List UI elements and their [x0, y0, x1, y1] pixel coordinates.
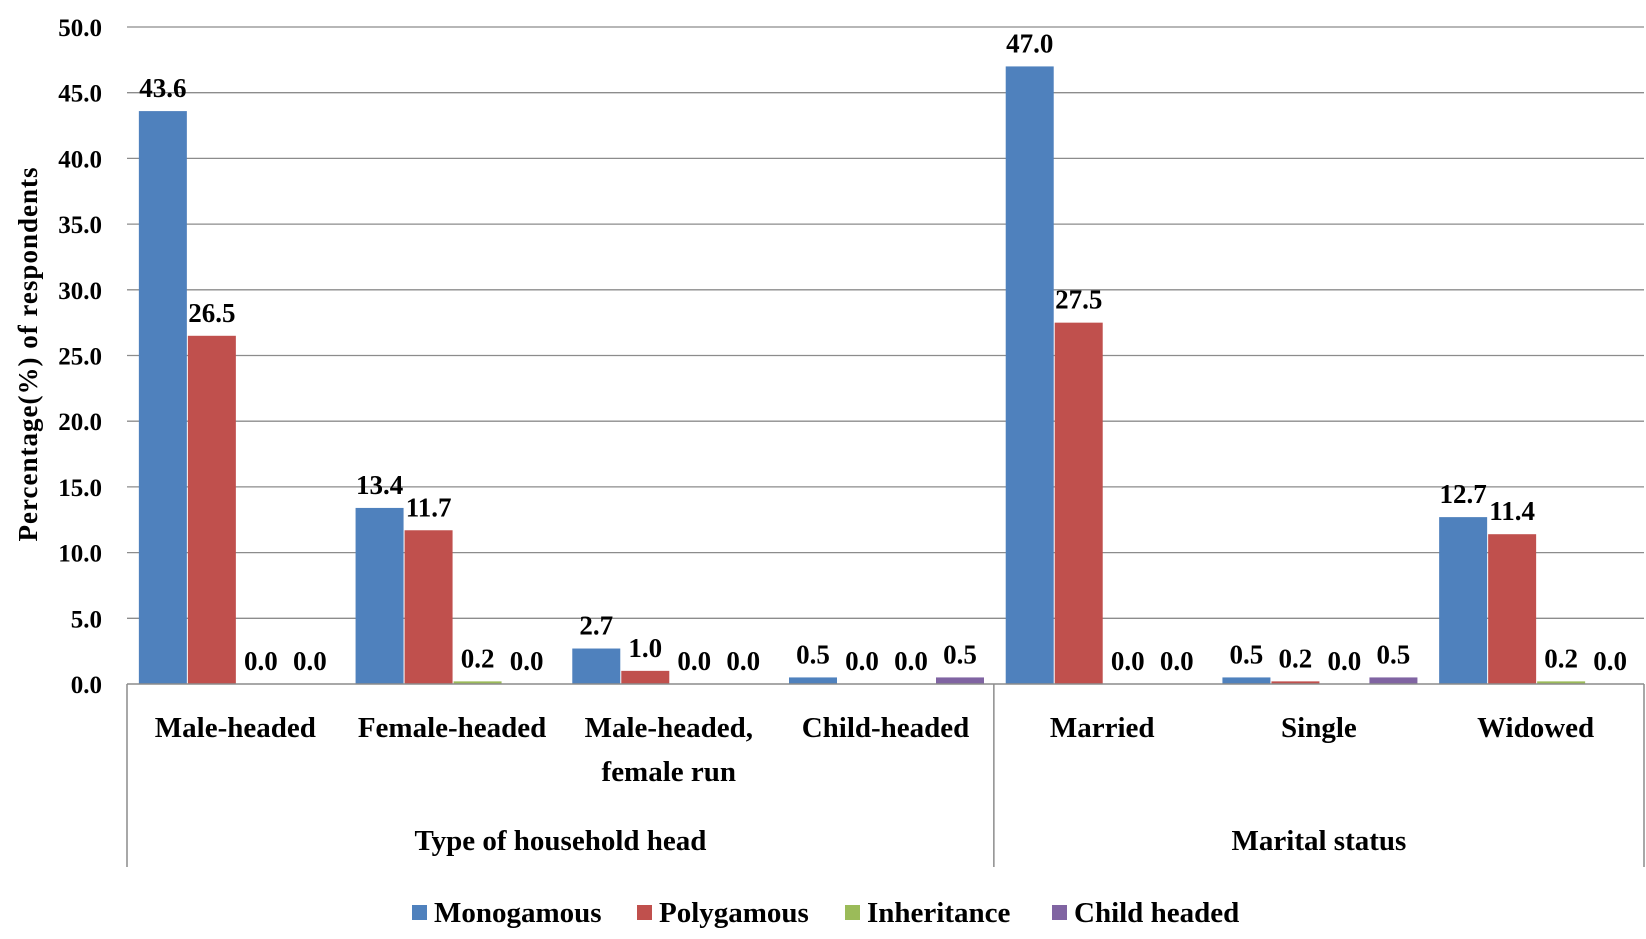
bar-monogamous	[1439, 517, 1488, 684]
y-tick-label: 40.0	[58, 146, 102, 173]
data-label: 0.0	[510, 646, 544, 676]
bar-child-headed	[1369, 677, 1418, 684]
y-tick-label: 25.0	[58, 344, 102, 371]
data-label: 0.5	[943, 639, 977, 669]
data-label: 12.7	[1440, 479, 1487, 509]
bar-child-headed	[936, 677, 984, 684]
y-tick-label: 50.0	[58, 15, 102, 42]
bar-monogamous	[1222, 677, 1271, 684]
data-label: 0.5	[796, 639, 830, 669]
gridlines	[127, 26, 1644, 619]
bar-monogamous	[355, 507, 404, 684]
legend-swatch	[412, 905, 427, 920]
y-tick-label: 5.0	[71, 606, 102, 633]
y-tick-label: 35.0	[58, 212, 102, 239]
bar-polygamous	[1271, 681, 1320, 684]
data-label: 0.0	[894, 646, 928, 676]
x-category-label: female run	[602, 756, 737, 788]
y-tick-label: 45.0	[58, 81, 102, 108]
x-category-label: Widowed	[1477, 712, 1594, 744]
data-label: 11.4	[1489, 496, 1535, 526]
data-label: 0.0	[677, 646, 711, 676]
data-label: 0.2	[1279, 643, 1313, 673]
data-label: 0.2	[1544, 643, 1578, 673]
data-labels: 43.6 13.4 2.7 0.5 47.0 0.5 12.7 26.5 11.7 1.0 0.0 2…	[139, 28, 1627, 676]
legend-label: Polygamous	[659, 897, 809, 929]
legend-label: Inheritance	[867, 897, 1011, 929]
legend-swatch	[637, 905, 652, 920]
bar-polygamous	[1054, 322, 1103, 684]
bar-monogamous	[789, 677, 837, 684]
data-label: 0.0	[1111, 646, 1145, 676]
x-category-label: Male-headed,	[585, 712, 753, 744]
bar-monogamous	[138, 111, 187, 684]
y-tick-label: 0.0	[71, 672, 102, 699]
bar-monogamous	[1005, 66, 1054, 685]
x-category-label: Female-headed	[358, 712, 546, 744]
bar-monogamous	[572, 648, 621, 684]
x-category-label: Child-headed	[802, 712, 970, 744]
bars	[138, 66, 1586, 685]
x-axis: Male-headed Female-headed Male-headed, fema…	[126, 683, 1645, 867]
y-axis-ticks: 0.0 5.0 10.0 15.0 20.0 25.0 30.0 35.0 40.0 45.0 50…	[58, 15, 102, 699]
legend-label: Child headed	[1074, 897, 1239, 929]
data-label: 11.7	[406, 492, 452, 522]
legend-swatch	[845, 905, 860, 920]
y-tick-label: 15.0	[58, 475, 102, 502]
data-label: 2.7	[579, 611, 613, 641]
data-label: 0.5	[1377, 639, 1411, 669]
data-label: 0.0	[845, 646, 879, 676]
x-category-label: Single	[1281, 712, 1357, 744]
bar-inheritance	[1537, 681, 1586, 684]
data-label: 0.0	[1160, 646, 1194, 676]
y-tick-label: 30.0	[58, 278, 102, 305]
legend: Monogamous Polygamous Inheritance Child hea…	[412, 897, 1239, 929]
data-label: 0.2	[461, 643, 495, 673]
data-label: 13.4	[356, 470, 403, 500]
data-label: 0.0	[1593, 646, 1627, 676]
bar-inheritance	[453, 681, 502, 684]
data-label: 0.0	[726, 646, 760, 676]
legend-label: Monogamous	[434, 897, 602, 929]
x-category-label: Male-headed	[155, 712, 316, 744]
data-label: 43.6	[139, 73, 186, 103]
bar-polygamous	[1488, 534, 1537, 684]
x-group-label: Type of household head	[414, 825, 706, 857]
data-label: 1.0	[628, 633, 662, 663]
legend-swatch	[1052, 905, 1067, 920]
y-axis-title: Percentage(%) of respondents	[13, 167, 43, 542]
data-label: 0.5	[1230, 639, 1264, 669]
data-label: 0.0	[1328, 646, 1362, 676]
x-category-label: Married	[1050, 712, 1155, 744]
bar-polygamous	[404, 530, 453, 684]
bar-polygamous	[187, 335, 236, 684]
data-label: 27.5	[1055, 285, 1102, 315]
x-group-label: Marital status	[1232, 825, 1407, 857]
data-label: 0.0	[244, 646, 278, 676]
data-label: 26.5	[188, 298, 235, 328]
y-tick-label: 10.0	[58, 541, 102, 568]
bar-polygamous	[621, 670, 670, 684]
data-label: 47.0	[1006, 28, 1053, 58]
y-tick-label: 20.0	[58, 409, 102, 436]
data-label: 0.0	[293, 646, 327, 676]
